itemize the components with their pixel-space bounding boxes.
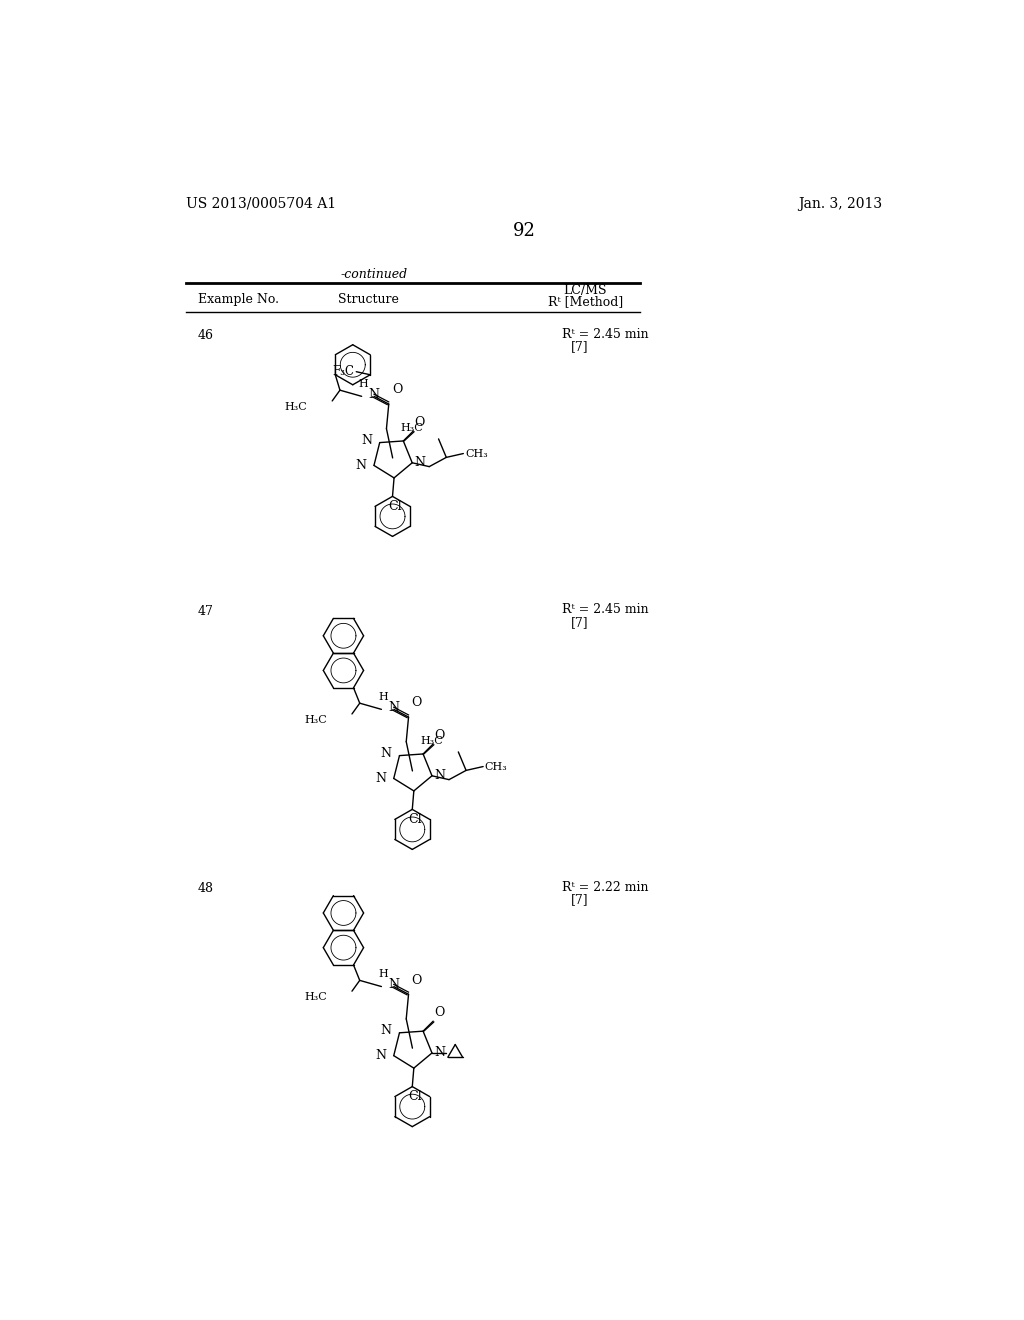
Text: N: N — [369, 388, 380, 400]
Text: Rᵗ = 2.22 min: Rᵗ = 2.22 min — [562, 880, 648, 894]
Text: N: N — [375, 772, 386, 785]
Text: N: N — [381, 1024, 392, 1038]
Text: CH₃: CH₃ — [484, 762, 508, 772]
Text: 47: 47 — [198, 605, 214, 618]
Text: N: N — [388, 978, 399, 991]
Text: N: N — [375, 1049, 386, 1063]
Text: CH₃: CH₃ — [465, 449, 487, 458]
Text: H₃C: H₃C — [304, 993, 328, 1002]
Text: 48: 48 — [198, 882, 214, 895]
Text: N: N — [381, 747, 392, 760]
Text: N: N — [360, 434, 372, 446]
Text: US 2013/0005704 A1: US 2013/0005704 A1 — [186, 197, 336, 211]
Text: N: N — [415, 457, 426, 470]
Text: 46: 46 — [198, 330, 214, 342]
Text: Cl: Cl — [409, 1090, 422, 1104]
Text: Rᵗ = 2.45 min: Rᵗ = 2.45 min — [562, 327, 648, 341]
Text: F₃C: F₃C — [333, 366, 354, 379]
Text: [7]: [7] — [571, 341, 589, 354]
Text: Cl: Cl — [409, 813, 422, 826]
Text: [7]: [7] — [571, 892, 589, 906]
Text: H₃C: H₃C — [304, 715, 328, 725]
Text: Rᵗ = 2.45 min: Rᵗ = 2.45 min — [562, 603, 648, 616]
Text: -continued: -continued — [341, 268, 408, 281]
Text: H: H — [358, 379, 368, 388]
Text: Structure: Structure — [338, 293, 398, 306]
Text: H: H — [378, 969, 388, 979]
Text: N: N — [434, 1047, 445, 1060]
Text: H₃C: H₃C — [285, 403, 307, 412]
Text: Rᵗ [Method]: Rᵗ [Method] — [548, 294, 623, 308]
Text: O: O — [392, 383, 402, 396]
Text: LC/MS: LC/MS — [563, 284, 607, 297]
Text: O: O — [414, 416, 425, 429]
Text: [7]: [7] — [571, 615, 589, 628]
Text: 92: 92 — [513, 222, 537, 239]
Text: N: N — [434, 770, 445, 783]
Text: Cl: Cl — [388, 500, 402, 513]
Text: O: O — [434, 1006, 444, 1019]
Text: N: N — [355, 459, 367, 473]
Text: H: H — [378, 692, 388, 702]
Text: N: N — [388, 701, 399, 714]
Text: H₃C: H₃C — [420, 735, 442, 746]
Text: Example No.: Example No. — [198, 293, 279, 306]
Text: O: O — [434, 729, 444, 742]
Text: O: O — [412, 974, 422, 986]
Text: O: O — [412, 697, 422, 709]
Text: H₃C: H₃C — [400, 422, 423, 433]
Text: Jan. 3, 2013: Jan. 3, 2013 — [799, 197, 883, 211]
